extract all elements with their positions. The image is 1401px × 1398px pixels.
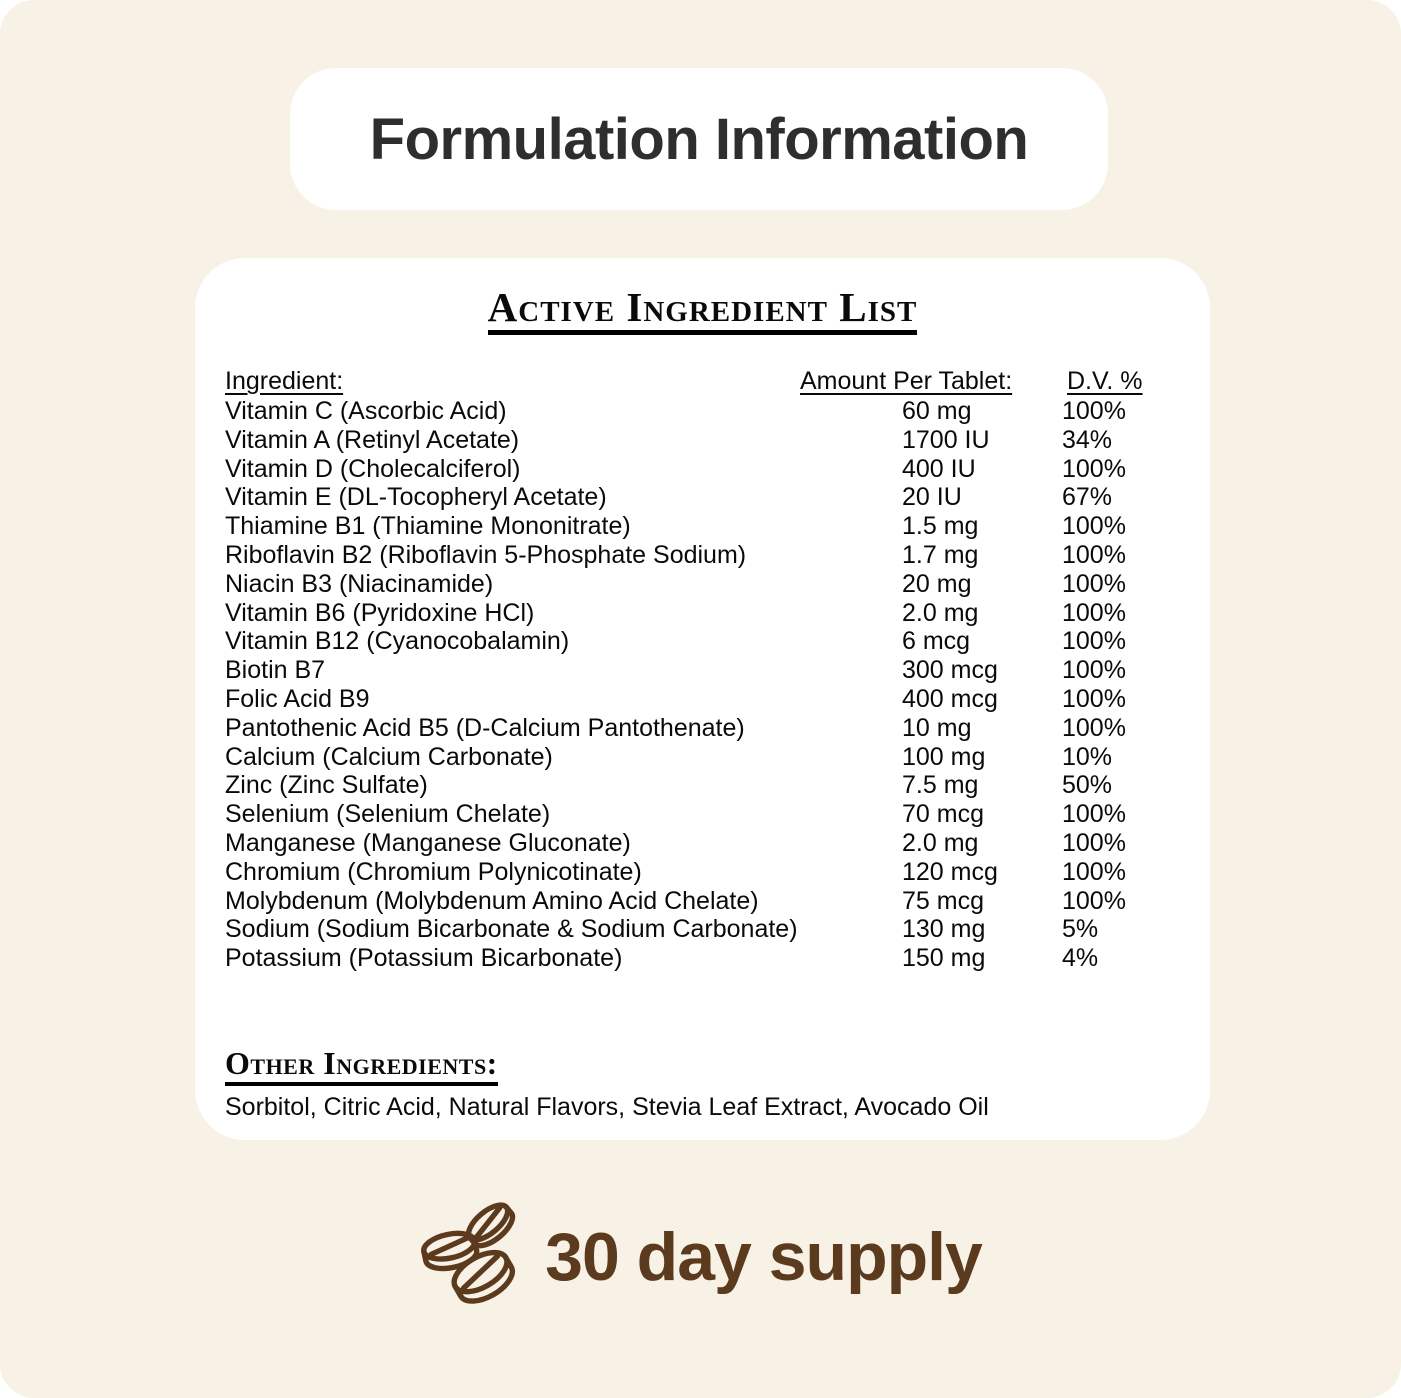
cell-ingredient: Folic Acid B9 [225,685,370,714]
table-row: Pantothenic Acid B5 (D-Calcium Pantothen… [225,714,1180,743]
cell-ingredient: Pantothenic Acid B5 (D-Calcium Pantothen… [225,713,745,742]
cell-ingredient: Selenium (Selenium Chelate) [225,800,551,829]
cell-dv: 4% [1062,944,1099,973]
cell-amount: 400 mcg [902,685,998,714]
table-row: Calcium (Calcium Carbonate) 100 mg 10% [225,743,1180,772]
cell-amount: 120 mcg [902,857,998,886]
table-row: Molybdenum (Molybdenum Amino Acid Chelat… [225,887,1180,916]
cell-dv: 10% [1062,742,1113,771]
column-header-amount: Amount Per Tablet: [800,367,1013,396]
cell-ingredient: Manganese (Manganese Gluconate) [225,829,631,857]
cell-amount: 2.0 mg [902,598,979,627]
supply-footer: 30 day supply [0,1198,1401,1316]
tablets-icon [421,1202,516,1304]
cell-amount: 130 mg [902,915,986,944]
cell-amount: 7.5 mg [902,771,979,800]
table-row: Zinc (Zinc Sulfate) 7.5 mg 50% [225,771,1180,800]
cell-dv: 100% [1062,512,1126,541]
cell-dv: 100% [1062,569,1126,598]
table-row: Manganese (Manganese Gluconate) 2.0 mg 100… [225,829,1180,858]
cell-amount: 2.0 mg [902,829,979,857]
other-ingredients-heading: Other Ingredients: [225,1046,498,1086]
active-ingredient-list-heading: Active Ingredient List [487,285,918,336]
cell-amount: 150 mg [902,944,986,973]
cell-ingredient: Thiamine B1 (Thiamine Mononitrate) [225,512,631,541]
cell-amount: 1.7 mg [902,541,979,570]
cell-amount: 10 mg [902,713,972,742]
table-row: Vitamin E (DL-Tocopheryl Acetate) 20 IU 67… [225,483,1180,512]
cell-dv: 34% [1062,425,1113,454]
supply-duration-text: 30 day supply [545,1219,983,1295]
table-row: Vitamin B12 (Cyanocobalamin) 6 mcg 100% [225,627,1180,656]
cell-amount: 300 mcg [902,656,998,685]
column-header-ingredient: Ingredient: [225,367,344,396]
cell-amount: 60 mg [902,397,972,426]
cell-amount: 70 mcg [902,800,984,829]
cell-ingredient: Vitamin B12 (Cyanocobalamin) [225,627,570,656]
cell-ingredient: Zinc (Zinc Sulfate) [225,771,428,800]
cell-amount: 6 mcg [902,627,971,656]
cell-ingredient: Vitamin A (Retinyl Acetate) [225,425,520,454]
cell-dv: 100% [1062,886,1126,915]
cell-ingredient: Riboflavin B2 (Riboflavin 5-Phosphate So… [225,541,747,570]
cell-dv: 100% [1062,454,1126,483]
cell-ingredient: Niacin B3 (Niacinamide) [225,569,494,598]
cell-dv: 100% [1062,829,1126,857]
column-header-dv: D.V. % [1067,367,1143,396]
cell-dv: 100% [1062,397,1126,426]
ingredient-table-body: Vitamin C (Ascorbic Acid) 60 mg 100% Vitami… [225,397,1180,973]
other-ingredients-text: Sorbitol, Citric Acid, Natural Flavors, … [225,1092,989,1121]
cell-ingredient: Biotin B7 [225,656,326,685]
cell-ingredient: Calcium (Calcium Carbonate) [225,742,553,771]
cell-ingredient: Sodium (Sodium Bicarbonate & Sodium Carb… [225,915,798,944]
table-row: Chromium (Chromium Polynicotinate) 120 mc… [225,858,1180,887]
cell-dv: 100% [1062,800,1126,829]
cell-amount: 100 mg [902,742,986,771]
table-row: Sodium (Sodium Bicarbonate & Sodium Carb… [225,915,1180,944]
cell-dv: 100% [1062,685,1126,714]
cell-ingredient: Vitamin B6 (Pyridoxine HCl) [225,598,535,627]
cell-dv: 100% [1062,598,1126,627]
cell-ingredient: Vitamin C (Ascorbic Acid) [225,397,507,426]
cell-ingredient: Molybdenum (Molybdenum Amino Acid Chelat… [225,886,759,915]
table-header-row: Ingredient: Amount Per Tablet: D.V. % [225,367,1180,396]
cell-dv: 100% [1062,713,1126,742]
table-row: Vitamin D (Cholecalciferol) 400 IU 100% [225,455,1180,484]
table-row: Biotin B7 300 mcg 100% [225,656,1180,685]
ingredient-panel: Active Ingredient List Ingredient: Amoun… [195,258,1210,1140]
table-row: Niacin B3 (Niacinamide) 20 mg 100% [225,570,1180,599]
cell-ingredient: Vitamin E (DL-Tocopheryl Acetate) [225,483,607,512]
table-row: Selenium (Selenium Chelate) 70 mcg 100% [225,800,1180,829]
table-row: Folic Acid B9 400 mcg 100% [225,685,1180,714]
cell-dv: 50% [1062,771,1113,800]
cell-amount: 1.5 mg [902,512,979,541]
cell-dv: 100% [1062,656,1126,685]
cell-dv: 5% [1062,915,1099,944]
cell-ingredient: Vitamin D (Cholecalciferol) [225,454,521,483]
cell-ingredient: Chromium (Chromium Polynicotinate) [225,857,642,886]
table-row: Thiamine B1 (Thiamine Mononitrate) 1.5 mg… [225,512,1180,541]
cell-amount: 20 mg [902,569,972,598]
table-row: Potassium (Potassium Bicarbonate) 150 mg 4… [225,944,1180,973]
cell-dv: 100% [1062,627,1126,656]
cell-amount: 75 mcg [902,886,984,915]
cell-amount: 400 IU [902,454,976,483]
table-row: Vitamin C (Ascorbic Acid) 60 mg 100% [225,397,1180,426]
cell-dv: 100% [1062,541,1126,570]
cell-amount: 20 IU [902,483,962,512]
table-row: Vitamin A (Retinyl Acetate) 1700 IU 34% [225,426,1180,455]
title-card: Formulation Information [290,68,1108,210]
cell-dv: 100% [1062,857,1126,886]
table-row: Vitamin B6 (Pyridoxine HCl) 2.0 mg 100% [225,599,1180,628]
page-title: Formulation Information [369,106,1029,172]
table-row: Riboflavin B2 (Riboflavin 5-Phosphate So… [225,541,1180,570]
cell-ingredient: Potassium (Potassium Bicarbonate) [225,944,623,973]
cell-dv: 67% [1062,483,1113,512]
cell-amount: 1700 IU [902,425,990,454]
